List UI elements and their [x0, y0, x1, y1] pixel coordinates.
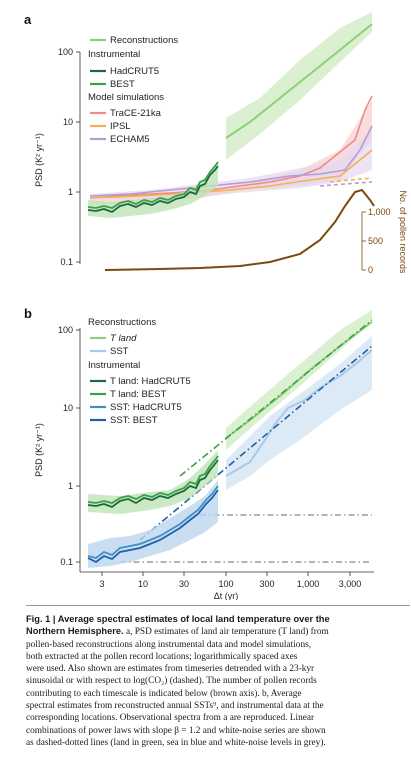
a-trace-line	[89, 95, 373, 199]
a-legend-models-header: Model simulations	[88, 92, 164, 103]
b-xtick-100: 100	[218, 579, 233, 589]
a-ylabel: PSD (K² yr⁻¹)	[34, 133, 44, 187]
b-ylabel: PSD (K² yr⁻¹)	[34, 423, 44, 477]
a-right-tick-500: 500	[368, 236, 383, 246]
b-ytick-100: 100	[58, 325, 73, 335]
a-legend-reconstructions: Reconstructions	[110, 35, 178, 46]
figure-caption: Fig. 1 | Average spectral estimates of l…	[26, 614, 410, 749]
b-xtick-30: 30	[179, 579, 189, 589]
a-legend-trace: TraCE-21ka	[110, 108, 162, 119]
a-recon-line	[225, 23, 373, 139]
a-legend-ipsl: IPSL	[110, 121, 131, 132]
a-best-line	[87, 161, 219, 209]
panel-a-letter: a	[24, 12, 32, 27]
a-legend-hadcrut: HadCRUT5	[110, 66, 159, 77]
a-pollen-line	[104, 188, 375, 271]
caption-line-2: Northern Hemisphere. a, PSD estimates of…	[26, 626, 329, 638]
b-tland-best-line	[87, 455, 219, 504]
a-recon-band	[226, 12, 372, 160]
a-echam-line	[89, 125, 373, 197]
b-sea-fit	[139, 345, 373, 541]
b-ytick-0.1: 0.1	[60, 557, 73, 567]
caption-line-1: Fig. 1 | Average spectral estimates of l…	[26, 614, 330, 624]
a-echam-dashed	[319, 181, 373, 187]
b-sst-hadcrut-line	[87, 485, 219, 559]
a-hadcrut-line	[87, 165, 219, 214]
b-xtick-1000: 1,000	[297, 579, 320, 589]
b-ytick-10: 10	[63, 403, 73, 413]
caption-line-3: pollen-based reconstructions along instr…	[26, 639, 312, 650]
a-best-band	[88, 162, 218, 218]
b-land-fit	[179, 319, 373, 477]
b-legend-recon-header: Reconstructions	[88, 317, 156, 328]
caption-line-7: contributing to each timescale is indica…	[26, 688, 302, 699]
a-legend-best: BEST	[110, 79, 135, 90]
b-xtick-10: 10	[138, 579, 148, 589]
b-legend-tland-hadcrut: T land: HadCRUT5	[110, 376, 191, 387]
a-right-axis-label: No. of pollen records	[398, 190, 408, 274]
b-sst-best-line	[87, 489, 219, 564]
b-sea-instr-band	[88, 480, 218, 568]
a-right-tick-1000: 1,000	[368, 207, 391, 217]
a-ytick-1: 1	[68, 187, 73, 197]
panel-b-letter: b	[24, 306, 32, 321]
panel-a-chart: 100 10 1 0.1 PSD (K² yr⁻¹) 1,000 500 0 N…	[34, 12, 408, 275]
b-sst-line	[225, 349, 373, 477]
caption-rule	[26, 605, 410, 606]
caption-line-5: were used. Also shown are estimates from…	[26, 664, 315, 675]
panel-b-chart: 100 10 1 0.1 PSD (K² yr⁻¹) 3 10 30 100 3…	[34, 310, 374, 600]
a-ytick-10: 10	[63, 117, 73, 127]
b-legend-sst-best: SST: BEST	[110, 415, 158, 426]
a-ytick-100: 100	[58, 47, 73, 57]
b-tland-hadcrut-line	[87, 459, 219, 509]
b-xtick-3: 3	[99, 579, 104, 589]
caption-line-9: corresponding locations. Observational s…	[26, 713, 315, 724]
b-legend-instrumental-header: Instrumental	[88, 360, 140, 371]
caption-line-8: spectral estimates from reconstructed an…	[26, 701, 324, 712]
b-legend-sst-hadcrut: SST: HadCRUT5	[110, 402, 182, 413]
caption-line-10: combinations of power laws with slope β …	[26, 725, 326, 736]
caption-line-11: as dashed-dotted lines (land in green, s…	[26, 737, 326, 748]
a-ytick-0.1: 0.1	[60, 257, 73, 267]
b-xtick-300: 300	[259, 579, 274, 589]
caption-line-6: sinusoidal or with respect to log(CO₂) (…	[26, 676, 317, 687]
b-xlabel: Δt (yr)	[214, 591, 239, 600]
a-ipsl-line	[89, 149, 373, 199]
b-legend-tland-best: T land: BEST	[110, 389, 167, 400]
a-legend-instrumental-header: Instrumental	[88, 49, 140, 60]
b-legend-sst: SST	[110, 346, 129, 357]
b-sst-band	[226, 336, 372, 490]
b-ytick-1: 1	[68, 481, 73, 491]
caption-line-4: both extracted at the pollen record loca…	[26, 651, 298, 662]
a-right-tick-0: 0	[368, 265, 373, 275]
b-legend-tland: T land	[110, 333, 137, 344]
a-echam-band	[90, 130, 372, 200]
b-xtick-3000: 3,000	[339, 579, 362, 589]
a-legend-echam: ECHAM5	[110, 134, 150, 145]
